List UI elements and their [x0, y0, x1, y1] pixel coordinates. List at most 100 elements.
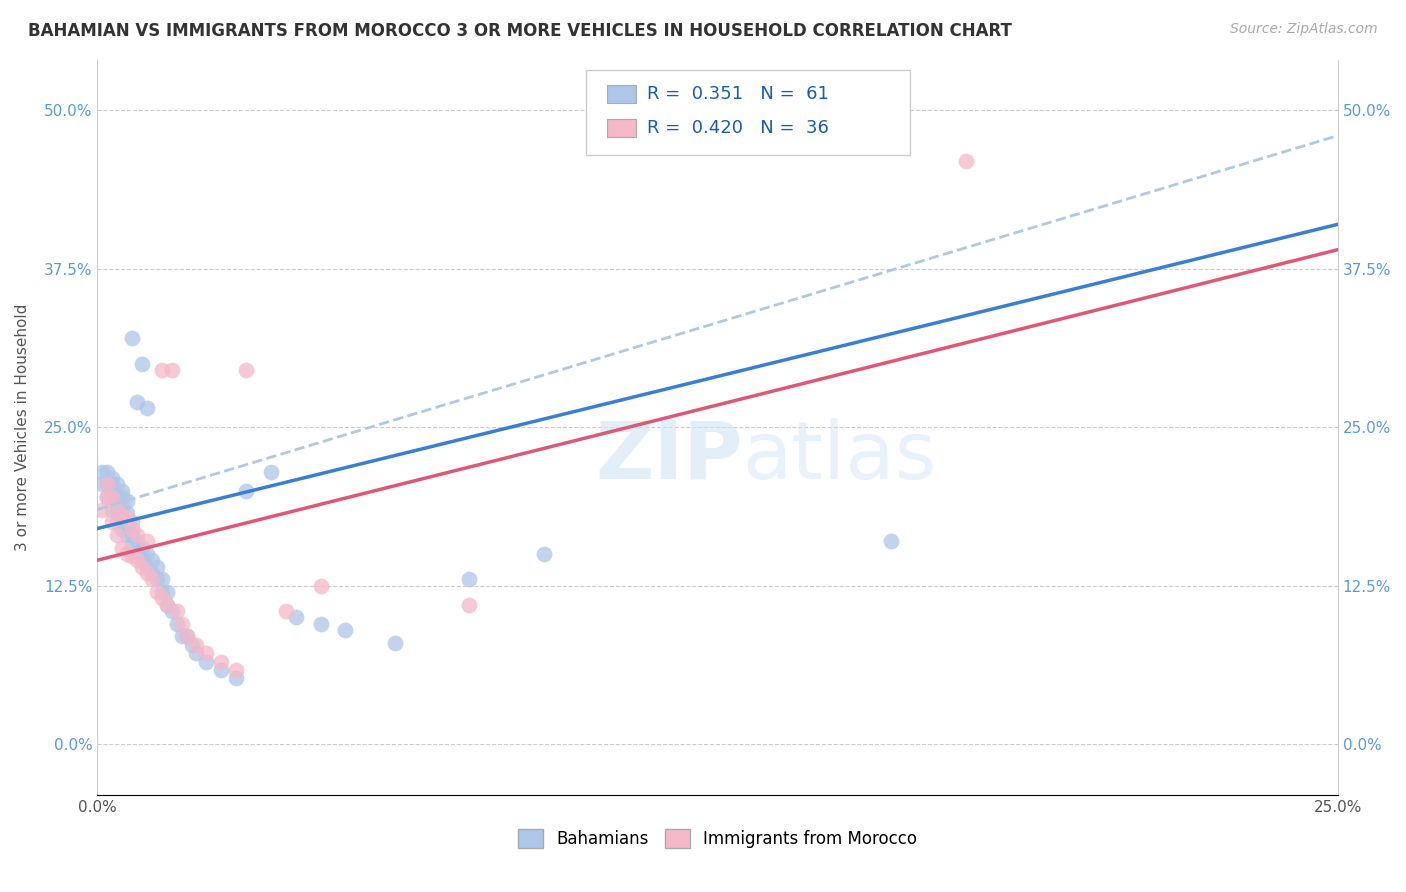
Point: [125, 534, 148, 549]
Text: R =  0.420   N =  36: R = 0.420 N = 36: [647, 119, 828, 136]
Point: [458, 598, 481, 612]
Point: [160, 363, 183, 377]
Point: [115, 506, 138, 520]
Point: [141, 566, 163, 580]
Point: [141, 553, 163, 567]
Point: [111, 483, 134, 498]
Point: [176, 629, 198, 643]
Point: [121, 528, 143, 542]
Point: [125, 528, 148, 542]
Point: [105, 528, 128, 542]
Point: [135, 534, 157, 549]
Point: [274, 604, 297, 618]
Text: R =  0.351   N =  61: R = 0.351 N = 61: [647, 85, 828, 103]
Point: [105, 490, 128, 504]
Point: [115, 547, 138, 561]
Point: [384, 635, 406, 649]
Point: [150, 591, 173, 606]
Point: [91, 465, 114, 479]
Point: [235, 483, 257, 498]
Point: [125, 553, 148, 567]
Point: [146, 572, 169, 586]
Point: [111, 541, 134, 555]
Point: [115, 519, 138, 533]
Point: [284, 610, 307, 624]
Point: [135, 559, 157, 574]
Point: [125, 394, 148, 409]
Point: [101, 490, 124, 504]
Point: [135, 566, 157, 580]
Point: [131, 541, 153, 555]
Point: [96, 477, 118, 491]
Text: Source: ZipAtlas.com: Source: ZipAtlas.com: [1230, 22, 1378, 37]
Point: [195, 646, 218, 660]
Point: [156, 585, 179, 599]
Point: [131, 559, 153, 574]
Point: [111, 508, 134, 523]
Point: [111, 490, 134, 504]
Point: [131, 553, 153, 567]
Point: [101, 471, 124, 485]
Point: [111, 499, 134, 513]
Point: [105, 502, 128, 516]
Point: [131, 357, 153, 371]
Point: [111, 522, 134, 536]
Point: [180, 638, 202, 652]
Point: [146, 585, 169, 599]
Point: [533, 547, 555, 561]
Point: [955, 153, 977, 168]
Legend: Bahamians, Immigrants from Morocco: Bahamians, Immigrants from Morocco: [509, 821, 925, 856]
Point: [96, 477, 118, 491]
Point: [156, 598, 179, 612]
Point: [335, 623, 357, 637]
Point: [186, 646, 208, 660]
Point: [146, 559, 169, 574]
Point: [150, 363, 173, 377]
Point: [150, 572, 173, 586]
Point: [96, 490, 118, 504]
Point: [309, 616, 332, 631]
Point: [96, 465, 118, 479]
Text: BAHAMIAN VS IMMIGRANTS FROM MOROCCO 3 OR MORE VEHICLES IN HOUSEHOLD CORRELATION : BAHAMIAN VS IMMIGRANTS FROM MOROCCO 3 OR…: [28, 22, 1012, 40]
Point: [121, 522, 143, 536]
Point: [225, 671, 247, 685]
Point: [176, 629, 198, 643]
Point: [96, 490, 118, 504]
Point: [115, 511, 138, 525]
Point: [121, 549, 143, 564]
Point: [235, 363, 257, 377]
Point: [111, 511, 134, 525]
Point: [141, 572, 163, 586]
Point: [115, 528, 138, 542]
Point: [105, 477, 128, 491]
Point: [121, 331, 143, 345]
Point: [150, 585, 173, 599]
Point: [186, 638, 208, 652]
Point: [209, 664, 232, 678]
Point: [121, 515, 143, 529]
Point: [121, 537, 143, 551]
Point: [458, 572, 481, 586]
Point: [166, 604, 188, 618]
Point: [170, 616, 193, 631]
Text: ZIP: ZIP: [595, 417, 742, 496]
Point: [101, 515, 124, 529]
Point: [309, 578, 332, 592]
Point: [91, 477, 114, 491]
Point: [170, 629, 193, 643]
Point: [160, 604, 183, 618]
Point: [260, 465, 283, 479]
Point: [880, 534, 903, 549]
Point: [209, 655, 232, 669]
Point: [101, 477, 124, 491]
Point: [101, 502, 124, 516]
Point: [101, 490, 124, 504]
Point: [156, 598, 179, 612]
Point: [135, 401, 157, 416]
Point: [91, 502, 114, 516]
Point: [195, 655, 218, 669]
Point: [115, 493, 138, 508]
Point: [135, 547, 157, 561]
Point: [105, 515, 128, 529]
Text: atlas: atlas: [742, 417, 936, 496]
